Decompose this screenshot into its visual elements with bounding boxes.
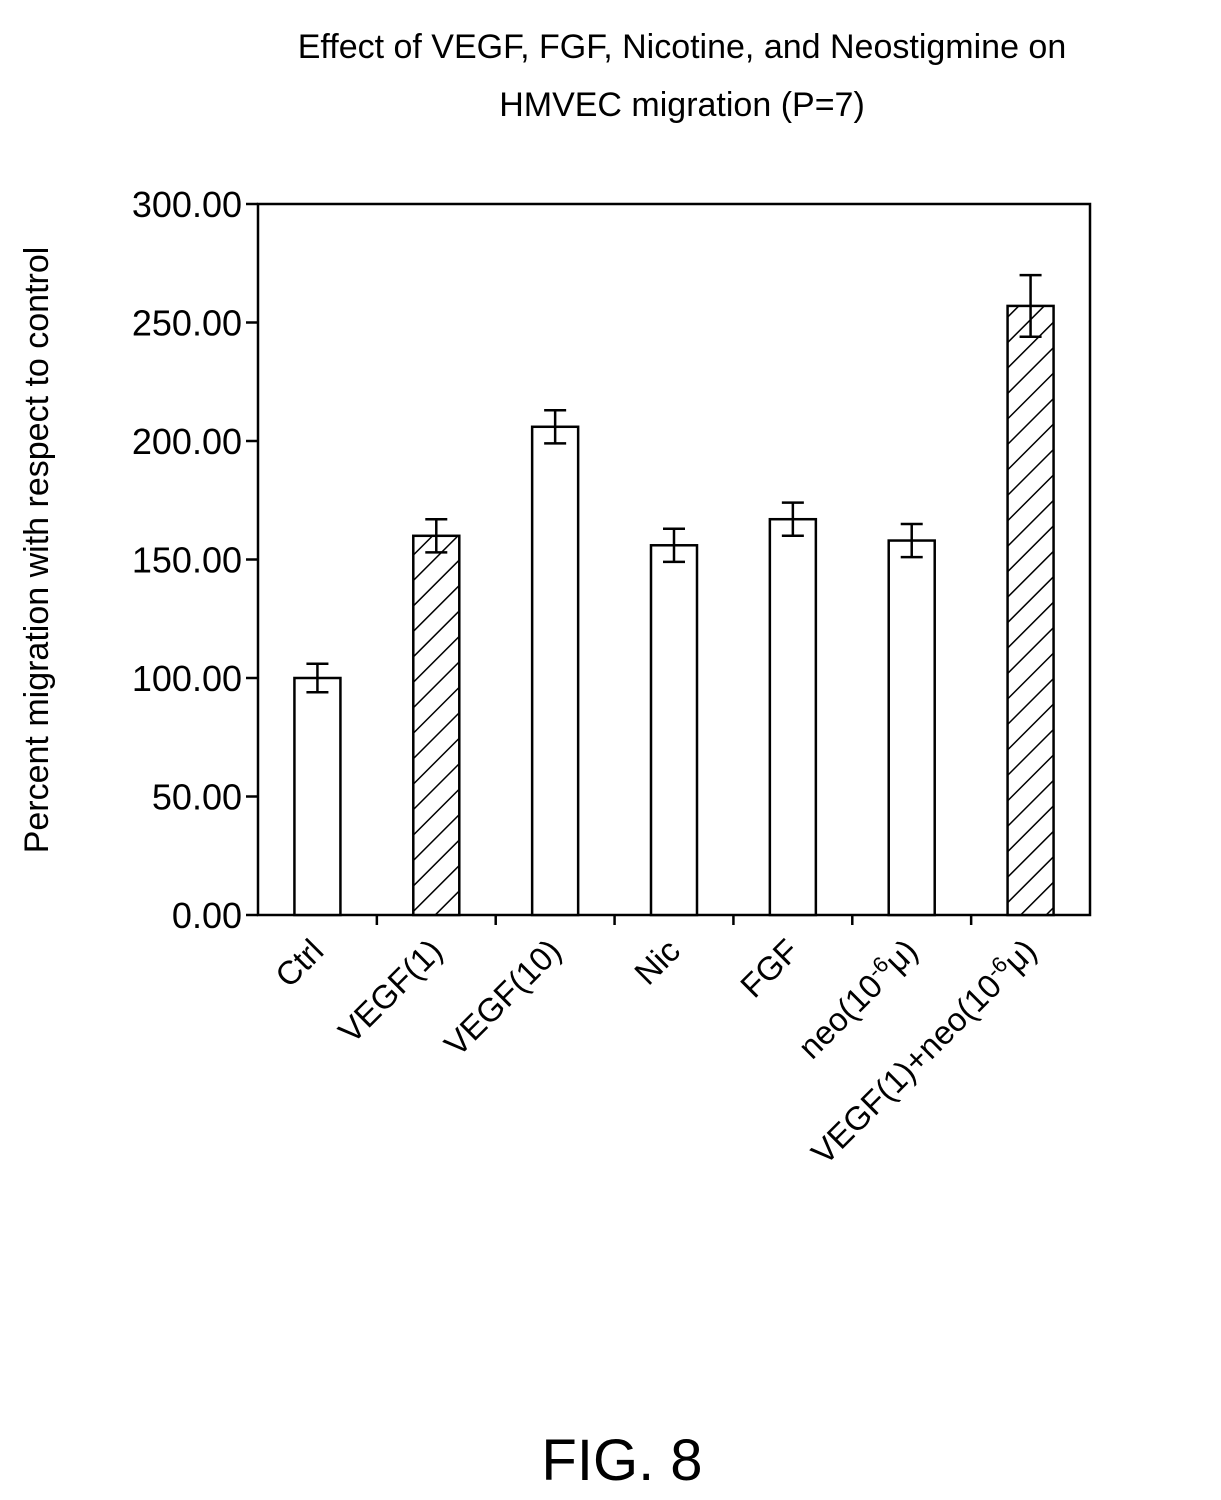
x-category-label: VEGF(10) (437, 932, 568, 1063)
bar (532, 427, 578, 915)
chart-title-line-2: HMVEC migration (P=7) (499, 86, 865, 124)
bar (651, 545, 697, 915)
bar (413, 536, 459, 915)
chart-title-line-1: Effect of VEGF, FGF, Nicotine, and Neost… (298, 28, 1067, 66)
y-tick-label: 0.00 (172, 895, 242, 936)
y-tick-label: 300.00 (132, 184, 242, 225)
y-tick-label: 100.00 (132, 658, 242, 699)
y-tick-label: 250.00 (132, 303, 242, 344)
bar (770, 519, 816, 915)
x-category-label: Ctrl (268, 932, 330, 994)
y-tick-label: 200.00 (132, 421, 242, 462)
y-tick-label: 50.00 (152, 777, 242, 818)
bar (889, 541, 935, 915)
bar (1008, 306, 1054, 915)
bar (294, 678, 340, 915)
y-axis-label: Percent migration with respect to contro… (18, 247, 56, 854)
x-category-label: VEGF(1) (331, 932, 449, 1050)
x-category-label: VEGF(1)+neo(10-6μ) (802, 930, 1043, 1171)
figure-label: FIG. 8 (541, 1428, 702, 1493)
y-tick-label: 150.00 (132, 540, 242, 581)
plot-area: 0.00 50.00 100.00 150.00 200.00 250.00 300.00 C… (132, 184, 1090, 1171)
x-category-label: FGF (733, 932, 806, 1005)
x-category-label: Nic (627, 932, 687, 992)
